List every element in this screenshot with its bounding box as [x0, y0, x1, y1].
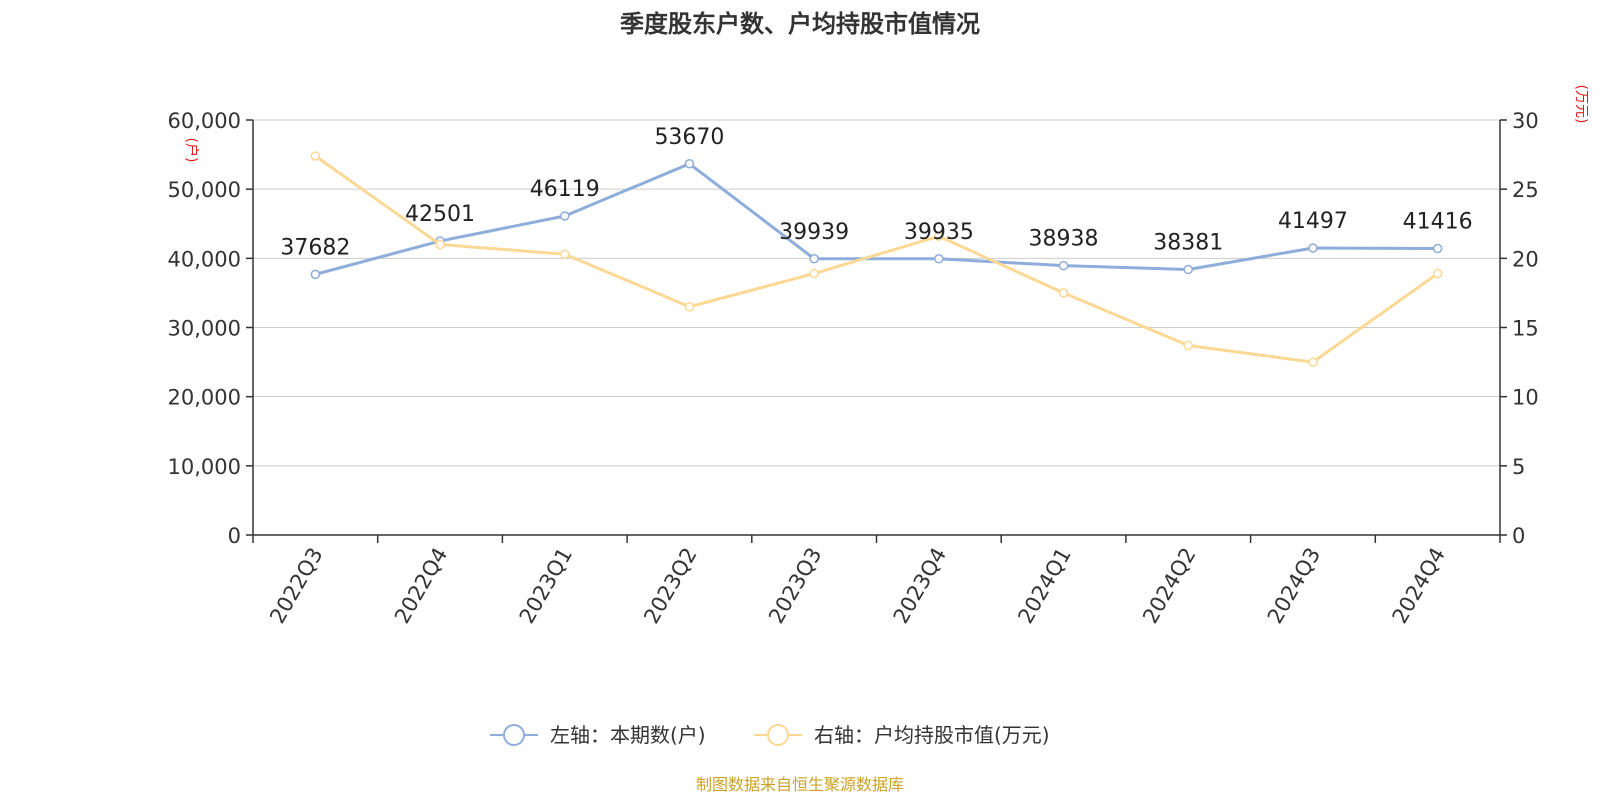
left-axis-label: (户) — [183, 138, 200, 163]
data-point — [1308, 243, 1318, 253]
x-tick-label: 2023Q3 — [764, 544, 826, 628]
data-point — [560, 249, 570, 259]
right-tick-label: 25 — [1512, 178, 1539, 202]
data-label: 37682 — [280, 235, 350, 260]
right-tick-label: 30 — [1512, 109, 1539, 133]
data-point — [684, 159, 695, 169]
data-point — [560, 211, 570, 221]
legend: 左轴：本期数(户) 右轴：户均持股市值(万元) — [490, 723, 1050, 747]
data-label: 41497 — [1278, 209, 1348, 234]
legend-item-market-value[interactable]: 右轴：户均持股市值(万元) — [754, 723, 1050, 747]
data-point — [1308, 357, 1318, 367]
left-tick-label: 40,000 — [168, 247, 241, 271]
grid-lines — [253, 119, 1500, 467]
x-tick-label: 2022Q3 — [265, 544, 327, 628]
x-tick-label: 2024Q4 — [1388, 544, 1450, 628]
left-tick-label: 20,000 — [168, 386, 241, 410]
series-lines — [310, 151, 1443, 367]
data-point — [809, 268, 819, 279]
data-label: 39935 — [904, 220, 974, 245]
data-point — [310, 269, 321, 280]
x-tick-label: 2023Q2 — [639, 544, 701, 628]
legend-label-market-value: 右轴：户均持股市值(万元) — [814, 723, 1050, 747]
right-tick-label: 15 — [1512, 317, 1539, 341]
data-label: 38381 — [1153, 231, 1223, 256]
data-label: 39939 — [779, 220, 849, 245]
x-tick-label: 2024Q3 — [1263, 544, 1325, 628]
right-tick-label: 20 — [1512, 247, 1539, 271]
data-point — [1432, 243, 1443, 254]
series-line-1 — [314, 154, 1439, 364]
legend-item-households[interactable]: 左轴：本期数(户) — [490, 723, 706, 747]
data-label: 53670 — [654, 125, 724, 150]
data-labels: 37682 42501 46119 53670 39939 39935 38938 38381… — [280, 125, 1472, 261]
right-tick-label: 5 — [1512, 455, 1525, 479]
data-label: 42501 — [405, 202, 475, 227]
data-point — [310, 151, 321, 161]
x-tick-label: 2024Q2 — [1138, 544, 1200, 628]
data-label: 41416 — [1403, 210, 1473, 235]
chart-title: 季度股东户数、户均持股市值情况 — [620, 10, 980, 38]
x-tick-label: 2023Q4 — [889, 544, 951, 628]
data-point — [684, 302, 695, 312]
x-tick-label: 2024Q1 — [1013, 544, 1075, 628]
data-point — [1183, 340, 1193, 351]
left-tick-label: 60,000 — [168, 109, 241, 133]
data-point — [435, 239, 445, 250]
x-tick-label: 2022Q4 — [390, 544, 452, 628]
left-tick-label: 50,000 — [168, 178, 241, 202]
x-tick-label: 2023Q1 — [515, 544, 577, 628]
right-tick-label: 10 — [1512, 386, 1539, 410]
right-axis-label: (万元) — [1573, 85, 1589, 124]
right-tick-label: 0 — [1512, 524, 1525, 548]
data-point — [934, 231, 944, 241]
data-point — [1058, 288, 1069, 298]
axes: 0 10,000 20,000 30,000 40,000 50,000 60,000 0 5 1… — [168, 109, 1539, 628]
source-note: 制图数据来自恒生聚源数据库 — [696, 775, 904, 794]
data-point — [1432, 268, 1443, 279]
legend-label-households: 左轴：本期数(户) — [550, 723, 706, 747]
data-point — [934, 254, 944, 264]
legend-marker-market-value — [767, 724, 789, 746]
series-line-0 — [314, 162, 1438, 276]
data-point — [1183, 264, 1193, 275]
data-point — [809, 254, 819, 264]
data-point — [1058, 260, 1069, 271]
left-tick-label: 0 — [228, 524, 241, 548]
data-label: 46119 — [530, 177, 600, 202]
data-label: 38938 — [1029, 227, 1099, 252]
left-tick-label: 10,000 — [168, 455, 241, 479]
left-tick-label: 30,000 — [168, 317, 241, 341]
legend-marker-households — [503, 724, 525, 746]
